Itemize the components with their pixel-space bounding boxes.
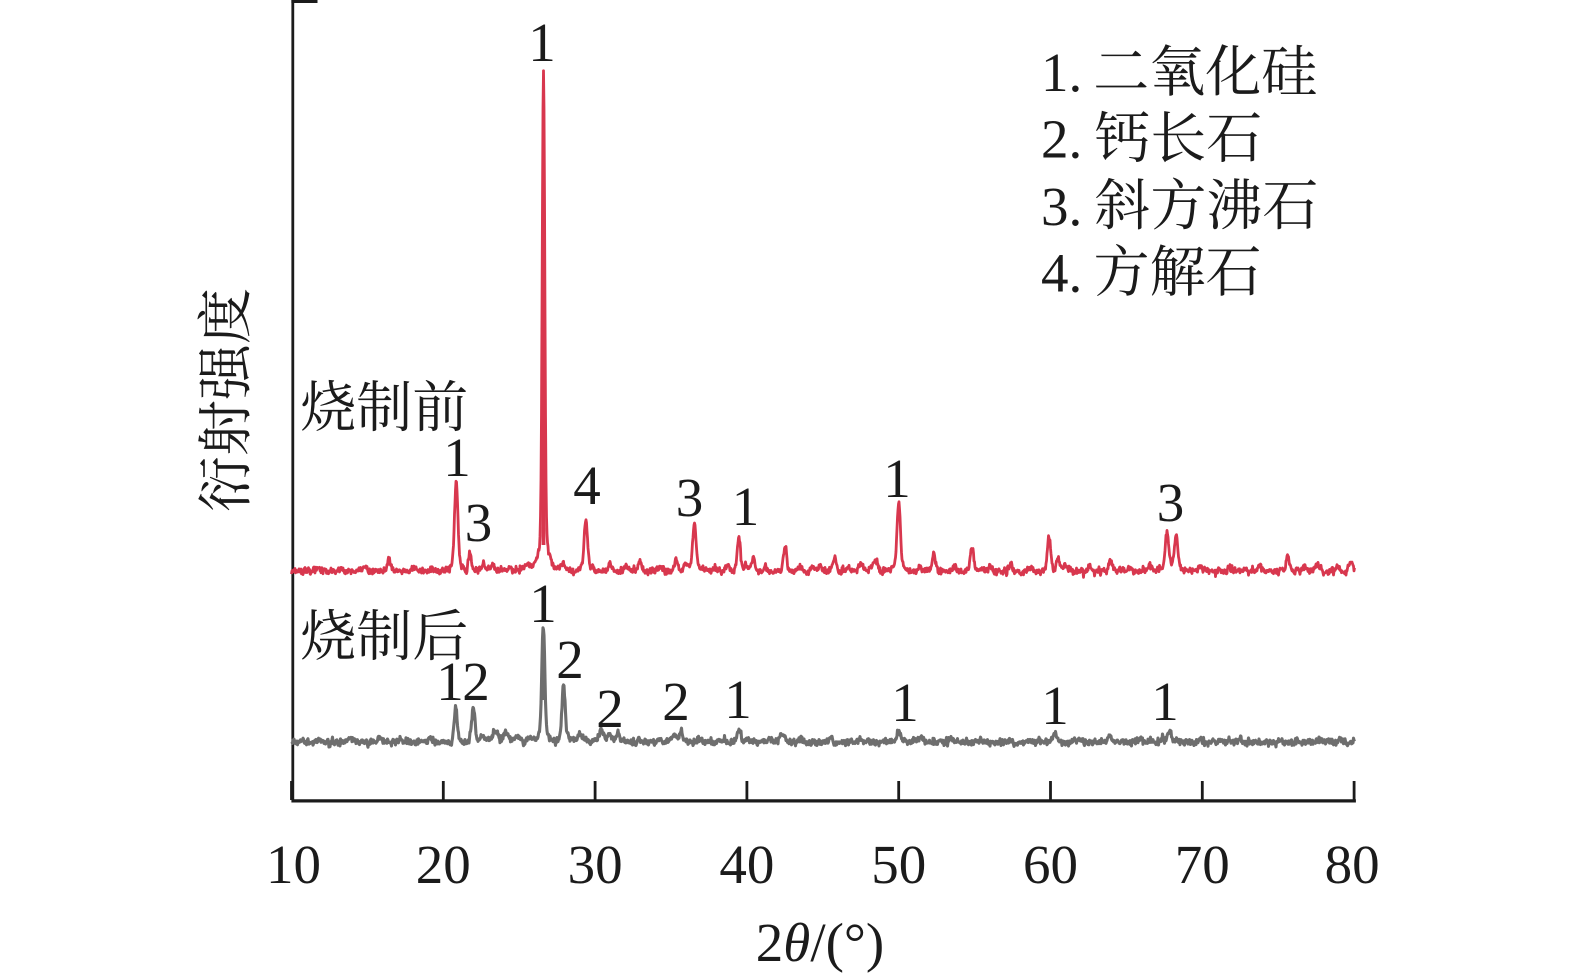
- svg-text:1: 1: [1151, 671, 1179, 732]
- svg-text:1: 1: [528, 12, 556, 73]
- svg-text:2: 2: [462, 651, 490, 712]
- svg-text:2: 2: [556, 629, 584, 690]
- svg-text:4: 4: [573, 455, 601, 516]
- svg-text:70: 70: [1175, 834, 1230, 895]
- svg-text:20: 20: [416, 834, 471, 895]
- svg-text:3.: 3.: [1041, 176, 1082, 237]
- svg-text:1: 1: [1041, 675, 1069, 736]
- svg-text:40: 40: [719, 834, 774, 895]
- svg-text:2: 2: [662, 671, 690, 732]
- svg-text:1: 1: [732, 476, 760, 537]
- svg-text:2: 2: [596, 678, 624, 739]
- svg-text:4.: 4.: [1041, 242, 1082, 303]
- svg-text:2.: 2.: [1041, 109, 1082, 170]
- svg-text:1: 1: [724, 669, 752, 730]
- svg-text:1: 1: [436, 651, 464, 712]
- svg-text:30: 30: [568, 834, 623, 895]
- svg-text:10: 10: [266, 834, 321, 895]
- svg-text:60: 60: [1023, 834, 1078, 895]
- svg-text:3: 3: [676, 467, 704, 528]
- svg-text:80: 80: [1325, 834, 1380, 895]
- svg-text:2θ/(°): 2θ/(°): [756, 912, 884, 973]
- svg-text:1: 1: [443, 427, 471, 488]
- svg-text:3: 3: [1157, 472, 1185, 533]
- svg-text:1: 1: [891, 672, 919, 733]
- svg-text:3: 3: [465, 492, 493, 553]
- svg-text:50: 50: [871, 834, 926, 895]
- svg-text:1: 1: [529, 573, 557, 634]
- svg-text:1: 1: [883, 448, 911, 509]
- svg-text:1.: 1.: [1041, 42, 1082, 103]
